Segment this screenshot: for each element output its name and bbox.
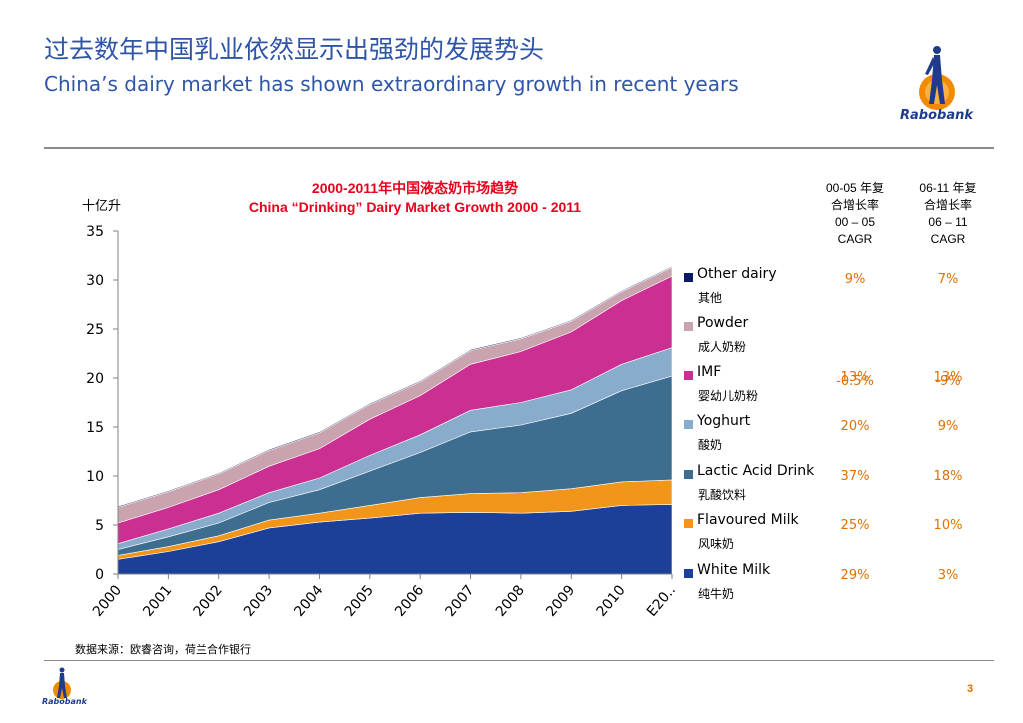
rabobank-logo-icon — [919, 46, 955, 110]
chart-subtitle: China “Drinking” Dairy Market Growth 200… — [248, 199, 582, 215]
x-tick-label: 2007 — [442, 582, 477, 620]
legend-label-zh: 纯牛奶 — [698, 587, 735, 601]
title-english: China’s dairy market has shown extraordi… — [44, 72, 739, 96]
x-tick-label: 2010 — [594, 582, 629, 620]
data-source: 数据来源：欧睿咨询，荷兰合作银行 — [75, 643, 251, 656]
y-tick-label: 30 — [86, 273, 104, 289]
x-tick-label: E20.. — [644, 582, 679, 620]
legend-label-zh: 酸奶 — [698, 438, 723, 452]
legend-swatch — [684, 519, 693, 528]
x-tick-label: 2001 — [140, 582, 175, 620]
y-axis-unit: 十亿升 — [82, 199, 122, 214]
y-tick-label: 10 — [86, 469, 104, 485]
legend-label-en: Flavoured Milk — [697, 512, 799, 528]
cagr-06-11-value: -9% — [935, 374, 961, 389]
y-tick-label: 15 — [86, 420, 104, 436]
cagr-06-11-value: 9% — [937, 419, 959, 434]
cagr-00-05-value: 29% — [840, 568, 870, 583]
title-chinese: 过去数年中国乳业依然显示出强劲的发展势头 — [44, 35, 545, 64]
header-cagr-06-11: 06-11 年复 合增长率 06 – 11 CAGR — [919, 181, 977, 246]
x-tick-label: 2004 — [291, 582, 326, 620]
rabobank-small-logo-text: Rabobank — [42, 697, 87, 706]
legend-label-en: White Milk — [697, 562, 771, 578]
footer-divider — [44, 660, 994, 661]
rabobank-small-logo-icon — [53, 667, 71, 699]
cagr-06-11-value: 10% — [933, 518, 963, 533]
y-tick-label: 20 — [86, 371, 104, 387]
x-tick-label: 2000 — [90, 582, 125, 620]
y-tick-label: 0 — [95, 567, 104, 583]
legend-label-zh: 风味奶 — [698, 537, 735, 551]
area-other-dairy — [117, 265, 673, 508]
cagr-00-05-value: 9% — [844, 272, 866, 287]
page-number: 3 — [967, 683, 974, 695]
rabobank-logo-text: Rabobank — [900, 108, 973, 123]
legend-label-zh: 其他 — [698, 291, 723, 305]
header-divider — [44, 147, 994, 149]
x-tick-label: 2009 — [543, 582, 578, 620]
x-tick-label: 2006 — [392, 582, 427, 620]
legend-swatch — [684, 273, 693, 282]
cagr-06-11-value: 7% — [937, 272, 959, 287]
y-tick-label: 25 — [86, 322, 104, 338]
header-cagr-00-05: 00-05 年复 合增长率 00 – 05 CAGR — [825, 181, 885, 246]
legend-label-zh: 乳酸饮料 — [698, 488, 747, 502]
cagr-00-05-value: 13% — [840, 370, 870, 385]
legend-label-en: Lactic Acid Drink — [697, 463, 815, 479]
legend-label-zh: 婴幼儿奶粉 — [698, 389, 759, 403]
x-tick-label: 2008 — [493, 582, 528, 620]
x-tick-label: 2005 — [342, 582, 377, 620]
x-tick-label: 2003 — [241, 582, 276, 620]
legend-label-en: Other dairy — [697, 266, 777, 282]
legend-label-zh: 成人奶粉 — [698, 340, 747, 354]
legend-swatch — [684, 569, 693, 578]
legend-label-en: Yoghurt — [697, 413, 751, 429]
cagr-00-05-value: -0.5% — [836, 374, 874, 389]
cagr-06-11-value: 13% — [933, 370, 963, 385]
legend-swatch — [684, 420, 693, 429]
legend-swatch — [684, 322, 693, 331]
legend-swatch — [684, 470, 693, 479]
y-tick-label: 5 — [95, 518, 104, 534]
legend-label-en: IMF — [697, 364, 722, 380]
legend-label-en: Powder — [697, 315, 749, 331]
x-tick-label: 2002 — [191, 582, 226, 620]
legend-swatch — [684, 371, 693, 380]
cagr-06-11-value: 3% — [937, 568, 959, 583]
cagr-06-11-value: 18% — [933, 469, 963, 484]
cagr-00-05-value: 25% — [840, 518, 870, 533]
cagr-00-05-value: 37% — [840, 469, 870, 484]
y-tick-label: 35 — [86, 224, 104, 240]
chart-title: 2000-2011年中国液态奶市场趋势 — [311, 180, 519, 196]
cagr-00-05-value: 20% — [840, 419, 870, 434]
